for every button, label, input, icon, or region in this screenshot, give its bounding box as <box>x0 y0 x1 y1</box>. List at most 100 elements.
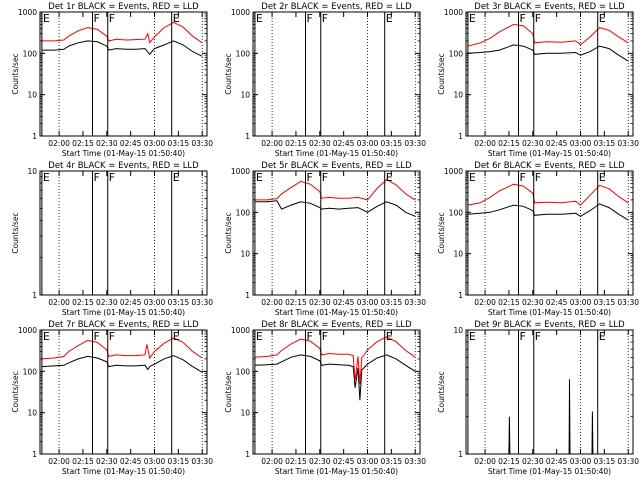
p8-y-axis-label: Counts/sec <box>224 371 233 412</box>
p7-y-axis-label: Counts/sec <box>11 371 20 412</box>
p2-chart-title: Det 2r BLACK = Events, RED = LLD <box>261 2 412 12</box>
p9-y-axis-label: Counts/sec <box>437 371 446 412</box>
p1-y-tick-label-0: 1 <box>32 132 37 141</box>
p1-marker-label-3: E <box>173 12 180 25</box>
p1-x-tick-label-0: 02:00 <box>48 139 70 148</box>
p7-marker-label-3: E <box>173 330 180 343</box>
p8-lld-series <box>254 336 416 384</box>
p8-chart-title: Det 8r BLACK = Events, RED = LLD <box>261 320 412 330</box>
p7-marker-label-2: F <box>109 330 115 343</box>
p5-x-tick-label-1: 02:15 <box>285 298 307 307</box>
p4-marker-label-3: E <box>173 171 180 184</box>
p3-y-tick-label-2: 100 <box>449 49 464 58</box>
p3-marker-label-0: E <box>469 12 476 25</box>
p5-y-tick-label-1: 10 <box>240 250 250 259</box>
p1-chart-title: Det 1r BLACK = Events, RED = LLD <box>48 2 199 12</box>
p6-marker-label-1: F <box>519 171 525 184</box>
p6-events-series <box>467 203 629 221</box>
p6-x-tick-label-5: 03:15 <box>594 298 616 307</box>
p8-x-tick-label-4: 03:00 <box>357 457 379 466</box>
p1-marker-label-0: E <box>43 12 50 25</box>
p1-x-tick-label-4: 03:00 <box>144 139 166 148</box>
p9-marker-label-0: E <box>469 330 476 343</box>
p2-y-tick-label-2: 100 <box>236 49 251 58</box>
p3-y-tick-label-3: 1000 <box>444 8 463 17</box>
p9-x-tick-label-3: 02:45 <box>546 457 568 466</box>
p4-x-tick-label-6: 03:30 <box>191 298 213 307</box>
p9-x-tick-label-4: 03:00 <box>570 457 592 466</box>
p7-y-tick-label-1: 10 <box>27 409 37 418</box>
p6-y-tick-label-3: 1000 <box>444 167 463 176</box>
p5-lld-series <box>254 178 416 201</box>
p8-marker-label-2: F <box>322 330 328 343</box>
p7-marker-label-0: E <box>43 330 50 343</box>
p5-x-tick-label-3: 02:45 <box>333 298 355 307</box>
p2-y-tick-label-3: 1000 <box>231 8 250 17</box>
p2-x-tick-label-2: 02:30 <box>309 139 331 148</box>
p3-y-tick-label-1: 10 <box>453 91 463 100</box>
p3-x-tick-label-1: 02:15 <box>498 139 520 148</box>
p5-x-tick-label-4: 03:00 <box>357 298 379 307</box>
p6-marker-label-2: F <box>535 171 541 184</box>
p3-chart-title: Det 3r BLACK = Events, RED = LLD <box>474 2 625 12</box>
p2-plot-frame <box>252 11 421 137</box>
p2-x-tick-label-1: 02:15 <box>285 139 307 148</box>
p3-plot-frame <box>465 11 634 137</box>
p5-x-tick-label-2: 02:30 <box>309 298 331 307</box>
p3-marker-label-3: E <box>599 12 606 25</box>
p7-x-tick-label-5: 03:15 <box>168 457 190 466</box>
p3-x-tick-label-5: 03:15 <box>594 139 616 148</box>
p2-y-axis-label: Counts/sec <box>224 53 233 94</box>
p4-y-axis-label: Counts/sec <box>11 212 20 253</box>
p1-y-tick-label-2: 100 <box>23 49 38 58</box>
p8-events-series <box>254 354 416 401</box>
p7-x-tick-label-3: 02:45 <box>120 457 142 466</box>
p8-plot-frame <box>252 329 421 455</box>
p1-x-tick-label-5: 03:15 <box>168 139 190 148</box>
p3-x-tick-label-3: 02:45 <box>546 139 568 148</box>
p1-y-tick-label-3: 1000 <box>18 8 37 17</box>
p6-x-axis-label: Start Time (01-May-15 01:50:40) <box>488 308 611 317</box>
p9-x-tick-label-1: 02:15 <box>498 457 520 466</box>
p4-x-tick-label-5: 03:15 <box>168 298 190 307</box>
p8-marker-label-3: E <box>386 330 393 343</box>
p6-y-tick-label-2: 100 <box>449 208 464 217</box>
p7-plot-frame <box>39 329 208 455</box>
p8-x-axis-label: Start Time (01-May-15 01:50:40) <box>275 467 398 476</box>
p9-marker-label-2: F <box>535 330 541 343</box>
p5-plot-frame <box>252 170 421 296</box>
p1-y-tick-label-1: 10 <box>27 91 37 100</box>
p1-marker-label-2: F <box>109 12 115 25</box>
p7-marker-label-1: F <box>93 330 99 343</box>
p8-x-tick-label-1: 02:15 <box>285 457 307 466</box>
p5-chart-title: Det 5r BLACK = Events, RED = LLD <box>261 161 412 171</box>
p1-plot-frame <box>39 11 208 137</box>
p4-marker-label-2: F <box>109 171 115 184</box>
p1-y-axis-label: Counts/sec <box>11 53 20 94</box>
p2-marker-label-0: E <box>256 12 263 25</box>
p3-x-tick-label-0: 02:00 <box>474 139 496 148</box>
p9-marker-label-3: E <box>599 330 606 343</box>
p8-x-tick-label-6: 03:30 <box>404 457 426 466</box>
p8-x-tick-label-0: 02:00 <box>261 457 283 466</box>
p2-x-tick-label-5: 03:15 <box>381 139 403 148</box>
p9-x-tick-label-6: 03:30 <box>617 457 639 466</box>
p5-y-tick-label-3: 1000 <box>231 167 250 176</box>
p9-plot-frame <box>465 329 634 455</box>
p4-x-tick-label-3: 02:45 <box>120 298 142 307</box>
p6-marker-label-3: E <box>599 171 606 184</box>
p6-y-tick-label-1: 10 <box>453 250 463 259</box>
p6-x-tick-label-3: 02:45 <box>546 298 568 307</box>
p8-x-tick-label-5: 03:15 <box>381 457 403 466</box>
p7-y-tick-label-3: 1000 <box>18 326 37 335</box>
p2-x-tick-label-6: 03:30 <box>404 139 426 148</box>
p2-marker-label-2: F <box>322 12 328 25</box>
p7-events-series <box>41 355 203 373</box>
p5-x-tick-label-6: 03:30 <box>404 298 426 307</box>
